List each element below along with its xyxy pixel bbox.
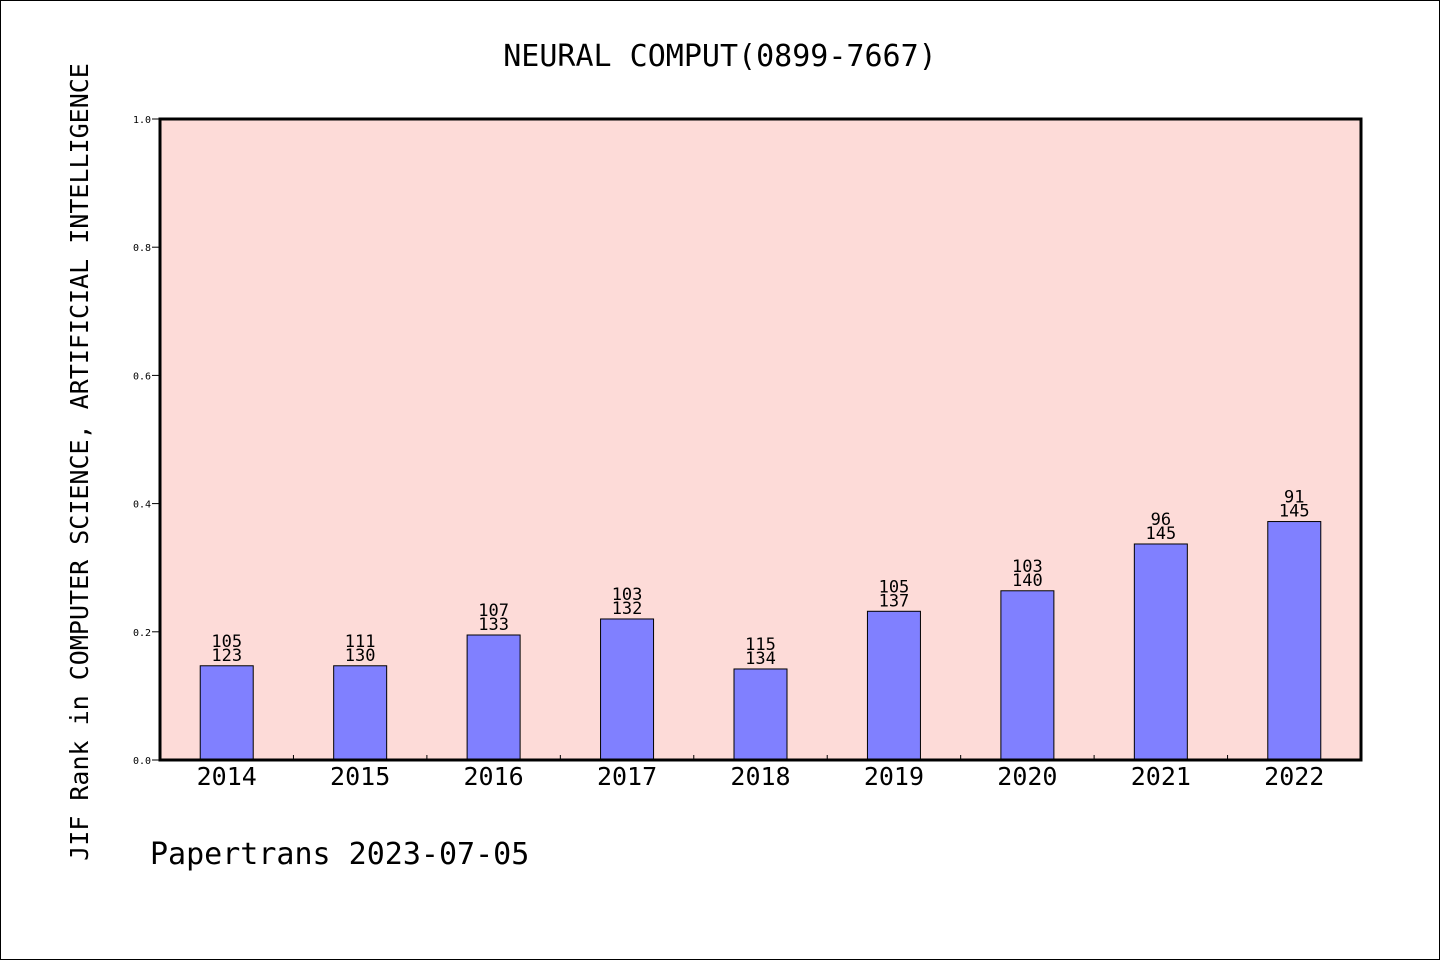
bar bbox=[600, 618, 655, 761]
bar bbox=[733, 668, 788, 761]
plot-area: 0.00.20.40.60.81.02014105123201511113020… bbox=[133, 115, 1363, 791]
bar-total-label: 130 bbox=[345, 646, 376, 666]
bar-rank-label: 111 bbox=[345, 632, 376, 652]
x-tick-label: 2017 bbox=[597, 762, 657, 791]
bar-total-label: 133 bbox=[478, 615, 509, 635]
bar-total-label: 145 bbox=[1279, 502, 1310, 522]
x-tick-label: 2021 bbox=[1131, 762, 1191, 791]
x-tick-label: 2022 bbox=[1264, 762, 1324, 791]
x-tick-label: 2019 bbox=[864, 762, 924, 791]
bar-rank-label: 105 bbox=[879, 577, 910, 597]
plot-border bbox=[158, 117, 1363, 762]
y-tick-label: 0.6 bbox=[133, 371, 151, 382]
chart-title: NEURAL COMPUT(0899-7667) bbox=[503, 39, 936, 74]
bar-total-label: 137 bbox=[879, 591, 910, 611]
y-axis-label: JIF Rank in COMPUTER SCIENCE, ARTIFICIAL… bbox=[65, 63, 94, 861]
bar-total-label: 140 bbox=[1012, 571, 1043, 591]
bar bbox=[1267, 521, 1322, 761]
bar bbox=[333, 665, 388, 761]
bar-rank-label: 105 bbox=[211, 632, 242, 652]
y-tick-label: 1.0 bbox=[133, 115, 151, 126]
x-tick-label: 2015 bbox=[330, 762, 390, 791]
bar-rank-label: 91 bbox=[1284, 488, 1304, 508]
x-tick-label: 2020 bbox=[997, 762, 1057, 791]
bar bbox=[1133, 543, 1188, 761]
y-tick-label: 0.8 bbox=[133, 243, 151, 254]
bar-rank-label: 107 bbox=[478, 601, 509, 621]
bar-total-label: 123 bbox=[211, 646, 242, 666]
bar-total-label: 132 bbox=[612, 599, 643, 619]
x-tick-label: 2016 bbox=[464, 762, 524, 791]
y-tick-label: 0.2 bbox=[133, 628, 151, 639]
bar bbox=[199, 665, 254, 761]
bar-total-label: 134 bbox=[745, 649, 776, 669]
x-tick-label: 2018 bbox=[730, 762, 790, 791]
bar bbox=[466, 634, 521, 761]
footer-credit: Papertrans 2023-07-05 bbox=[150, 837, 529, 872]
bar-rank-label: 103 bbox=[1012, 557, 1043, 577]
bar-rank-label: 115 bbox=[745, 635, 776, 655]
y-tick-label: 0.4 bbox=[133, 500, 151, 511]
bar-rank-label: 96 bbox=[1151, 510, 1171, 530]
bar bbox=[1000, 590, 1055, 761]
x-tick-label: 2014 bbox=[197, 762, 257, 791]
bar bbox=[866, 610, 921, 761]
bar-total-label: 145 bbox=[1145, 524, 1176, 544]
bar-rank-label: 103 bbox=[612, 585, 643, 605]
y-tick-label: 0.0 bbox=[133, 756, 151, 767]
